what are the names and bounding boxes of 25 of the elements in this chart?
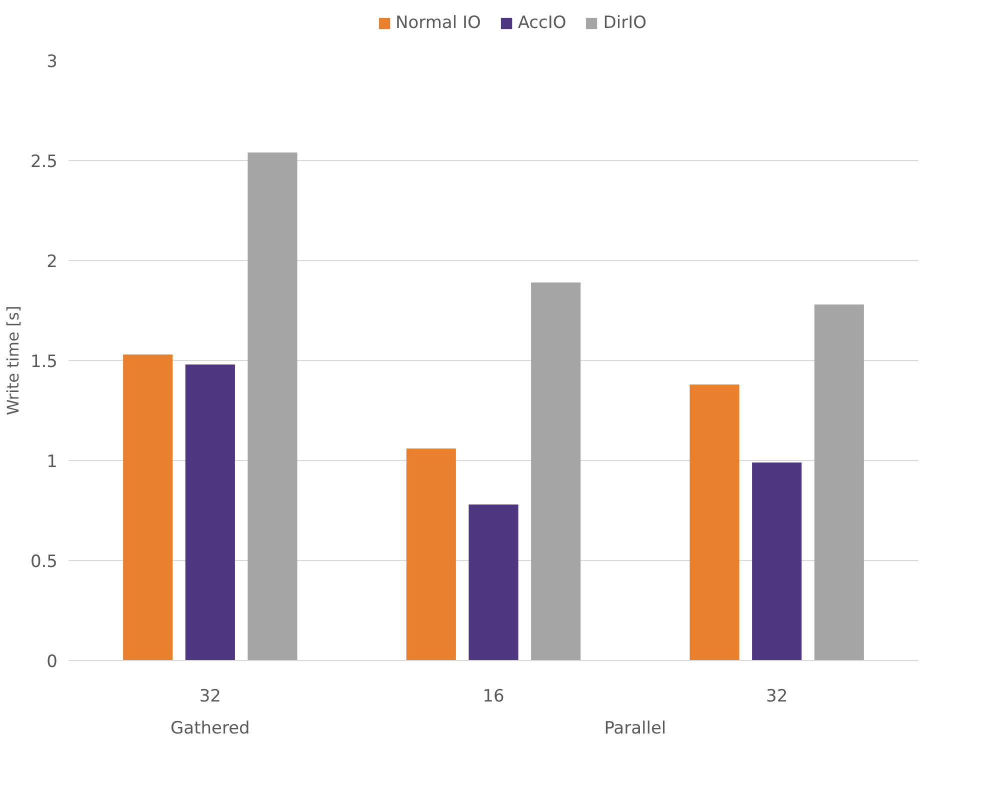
- y-tick-label: 1.5: [30, 352, 58, 372]
- x-tick-label: 32: [199, 686, 221, 706]
- bar: [185, 364, 235, 660]
- bar: [406, 448, 456, 660]
- y-tick-label: 2: [46, 252, 58, 272]
- bar: [123, 354, 173, 660]
- bar: [531, 282, 581, 660]
- y-tick-label: 1: [46, 452, 58, 472]
- y-tick-label: 2.5: [30, 152, 58, 172]
- bar: [468, 504, 518, 660]
- legend-label: Normal IO: [396, 12, 481, 32]
- y-tick-label: 0: [46, 652, 58, 672]
- y-axis-title: Write time [s]: [3, 306, 22, 416]
- legend-label: DirIO: [603, 12, 646, 32]
- x-tick-label: 16: [482, 686, 504, 706]
- bar: [248, 152, 298, 660]
- text: Gathered: [170, 718, 250, 738]
- y-tick-label: 0.5: [30, 552, 58, 572]
- x-tick-label: 32: [766, 686, 788, 706]
- bar: [752, 462, 802, 660]
- bar: [690, 384, 740, 660]
- bar: [814, 304, 864, 660]
- text: Parallel: [604, 718, 666, 738]
- legend-label: AccIO: [518, 12, 566, 32]
- y-tick-label: 3: [46, 52, 58, 72]
